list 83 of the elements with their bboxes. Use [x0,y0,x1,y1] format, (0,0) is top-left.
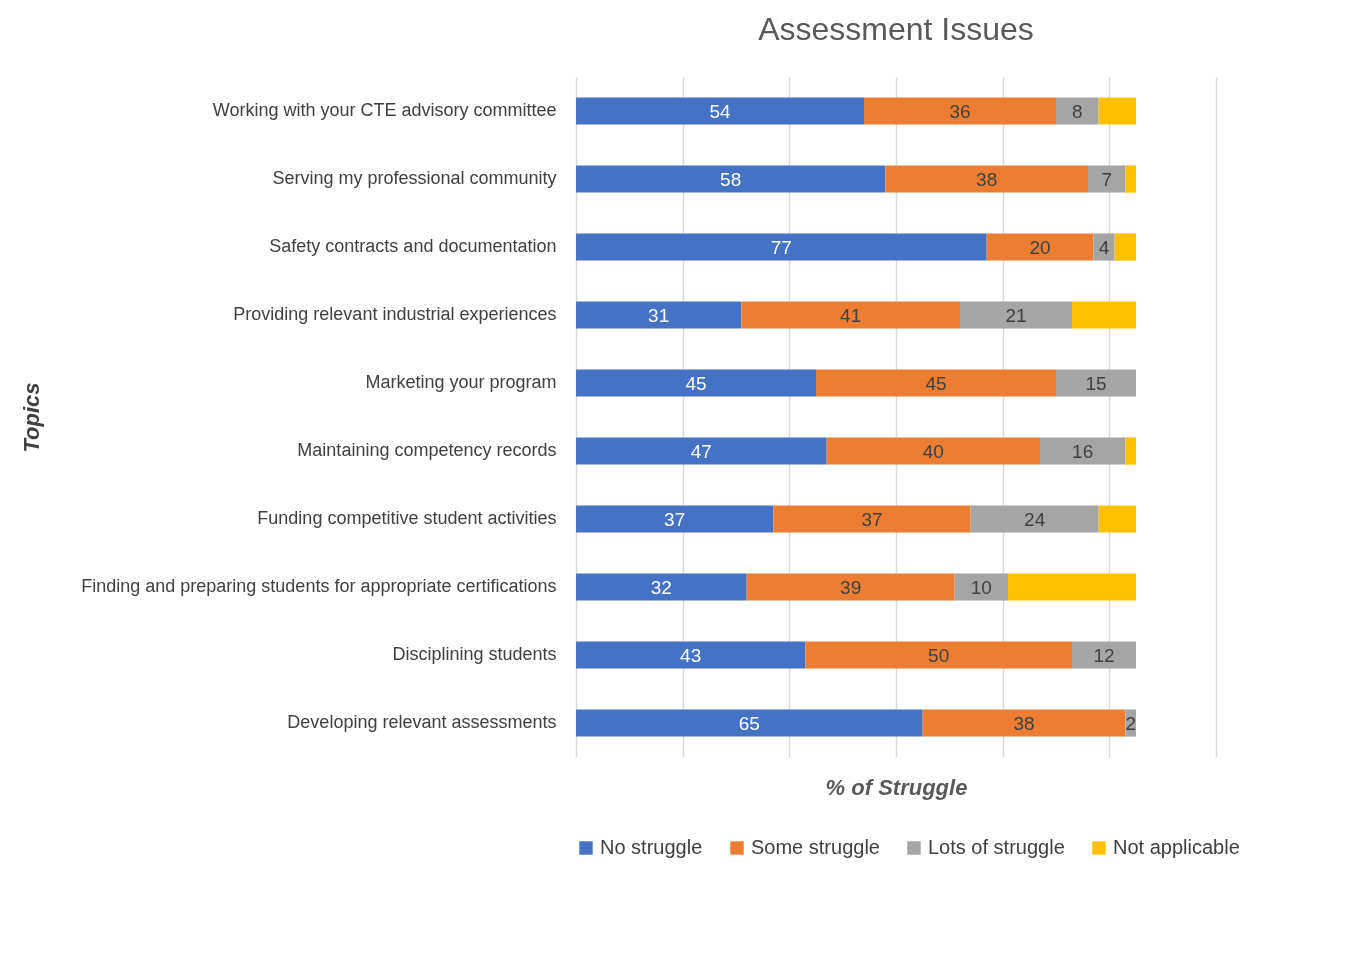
bar [816,369,1056,397]
bar [576,233,987,261]
data-label: 15 [1085,373,1107,394]
bar [864,97,1056,125]
bar [954,573,1008,601]
legend-label: No struggle [600,836,703,858]
y-axis-title: Topics [18,382,44,453]
bar [1040,437,1126,465]
bar [576,301,742,329]
data-label: 24 [1024,509,1046,530]
bar [960,301,1072,329]
bar [1072,641,1136,669]
bar [576,437,827,465]
data-label: 31 [648,305,670,326]
bar [1088,165,1126,193]
bar [1098,505,1136,533]
data-label: 54 [709,101,731,122]
y-tick-label: Serving my professional community [272,168,557,188]
data-label: 58 [720,169,742,190]
data-label: 10 [970,577,992,598]
data-label: 7 [1101,169,1112,190]
bar [773,505,971,533]
x-axis-title: % of Struggle [825,774,968,800]
data-label: 77 [770,237,792,258]
data-label: 32 [650,577,672,598]
chart-title: Assessment Issues [758,11,1034,47]
bar [576,97,864,125]
data-label: 12 [1093,645,1115,666]
y-tick-label: Working with your CTE advisory committee [212,100,557,120]
data-label: 50 [928,645,950,666]
data-label: 2 [1125,713,1136,734]
bar [1125,437,1136,465]
data-label: 41 [840,305,862,326]
bar [1008,573,1136,601]
bar [576,573,747,601]
y-tick-label: Finding and preparing students for appropriate certifications [81,576,557,596]
legend-label: Some struggle [751,836,880,858]
y-tick-label: Providing relevant industrial experiences [233,304,557,324]
y-tick-label: Safety contracts and documentation [269,236,557,256]
bar [1056,97,1099,125]
data-label: 16 [1072,441,1094,462]
data-label: 47 [690,441,712,462]
data-label: 39 [840,577,862,598]
bar [1072,301,1136,329]
data-label: 38 [1013,713,1035,734]
data-label: 21 [1005,305,1027,326]
bar [885,165,1088,193]
bar [746,573,955,601]
bar [1125,165,1136,193]
y-tick-label: Funding competitive student activities [257,508,557,528]
data-label: 45 [925,373,947,394]
y-tick-label: Marketing your program [365,372,557,392]
bar [576,369,816,397]
bar [1114,233,1136,261]
y-tick-label: Disciplining students [392,644,557,664]
y-tick-label: Developing relevant assessments [287,712,557,732]
bar [986,233,1094,261]
data-label: 37 [664,509,686,530]
data-label: 4 [1098,237,1110,258]
data-label: 37 [861,509,883,530]
data-label: 36 [949,101,971,122]
bar [576,505,774,533]
bar [576,709,923,737]
data-label: 40 [922,441,944,462]
data-label: 38 [976,169,998,190]
bar [741,301,960,329]
data-label: 20 [1029,237,1051,258]
bar [922,709,1126,737]
bar [970,505,1099,533]
bar [826,437,1040,465]
bar [576,641,806,669]
data-label: 43 [680,645,702,666]
bar [1093,233,1115,261]
y-tick-label: Maintaining competency records [297,440,557,460]
data-label: 65 [738,713,760,734]
legend-label: Lots of struggle [928,836,1065,858]
bar [805,641,1072,669]
bar [576,165,886,193]
data-label: 45 [685,373,707,394]
bar [1098,97,1136,125]
legend-label: Not applicable [1113,836,1240,858]
bar [1056,369,1136,397]
data-label: 8 [1072,101,1083,122]
